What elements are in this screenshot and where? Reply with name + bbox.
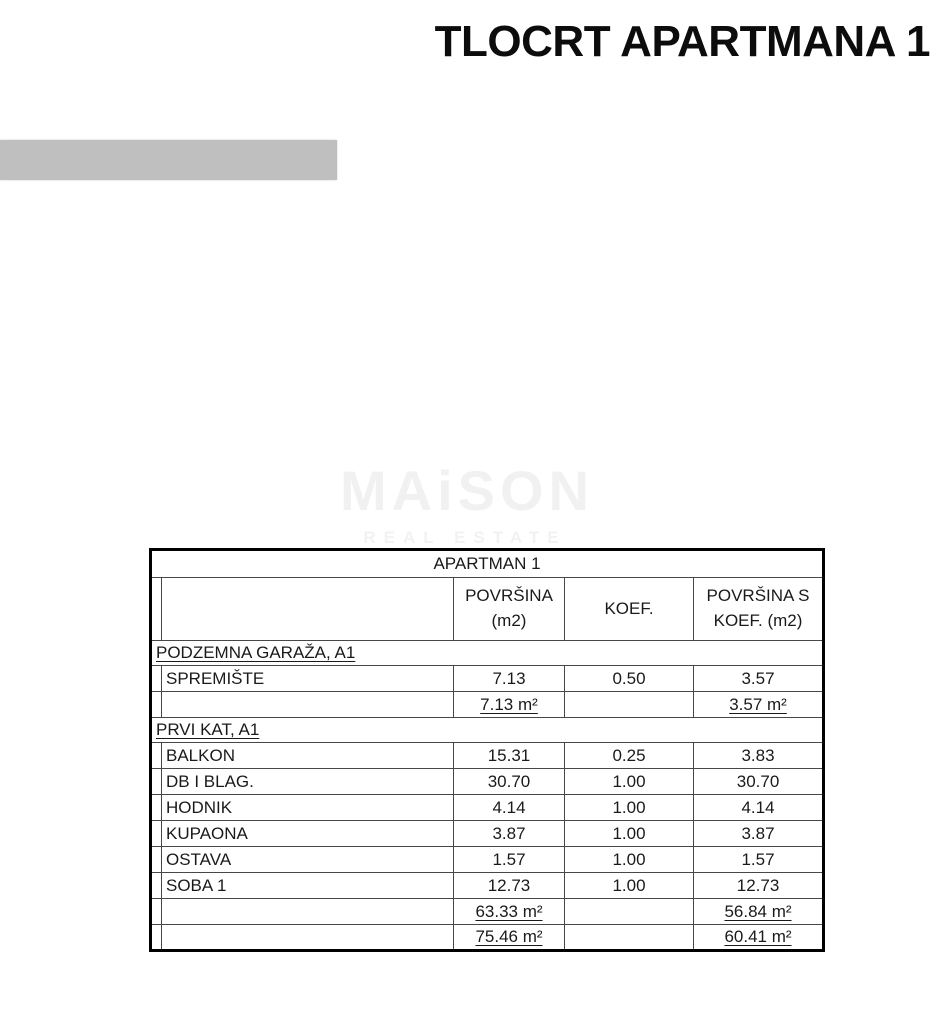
header-area-line2: (m2) bbox=[491, 611, 527, 630]
row-strip-cell bbox=[150, 924, 162, 951]
koef-value: 1.00 bbox=[564, 846, 694, 873]
area-koef-value: 3.87 bbox=[692, 820, 825, 847]
subtotal-koef-cell bbox=[564, 898, 694, 925]
area-koef-value: 30.70 bbox=[692, 768, 825, 795]
table-row: HODNIK 4.14 1.00 4.14 bbox=[150, 794, 825, 821]
total-area: 75.46 m² bbox=[453, 924, 565, 951]
subtotal-label-cell bbox=[161, 691, 454, 718]
subtotal-area: 7.13 m² bbox=[453, 691, 565, 718]
area-koef-value: 1.57 bbox=[692, 846, 825, 873]
header-area-koef-line1: POVRŠINA S bbox=[706, 586, 810, 606]
section-row: PRVI KAT, A1 bbox=[149, 717, 825, 743]
table-header-row: POVRŠINA (m2) KOEF. POVRŠINA S KOEF. (m2… bbox=[150, 577, 825, 641]
redacted-bar bbox=[0, 140, 337, 180]
table-title-row: APARTMAN 1 bbox=[149, 549, 825, 578]
row-strip-cell bbox=[150, 794, 162, 821]
total-label-cell bbox=[161, 924, 454, 951]
room-label: HODNIK bbox=[161, 794, 454, 821]
row-strip-cell bbox=[150, 742, 162, 769]
total-area-koef: 60.41 m² bbox=[692, 924, 825, 951]
area-value: 12.73 bbox=[453, 872, 565, 899]
koef-value: 1.00 bbox=[564, 768, 694, 795]
room-label: OSTAVA bbox=[161, 846, 454, 873]
room-label: DB I BLAG. bbox=[161, 768, 454, 795]
subtotal-label-cell bbox=[161, 898, 454, 925]
room-label: BALKON bbox=[161, 742, 454, 769]
header-area-line1: POVRŠINA bbox=[465, 586, 553, 606]
subtotal-row: 7.13 m² 3.57 m² bbox=[150, 691, 825, 718]
header-strip-cell bbox=[150, 577, 162, 641]
koef-value: 1.00 bbox=[564, 794, 694, 821]
area-value: 1.57 bbox=[453, 846, 565, 873]
subtotal-koef-cell bbox=[564, 691, 694, 718]
area-table-container: APARTMAN 1 POVRŠINA (m2) KOEF. POVRŠINA … bbox=[149, 548, 826, 952]
row-strip-cell bbox=[150, 820, 162, 847]
area-value: 7.13 bbox=[453, 665, 565, 692]
row-strip-cell bbox=[150, 898, 162, 925]
table-row: BALKON 15.31 0.25 3.83 bbox=[150, 742, 825, 769]
area-koef-value: 3.83 bbox=[692, 742, 825, 769]
area-value: 4.14 bbox=[453, 794, 565, 821]
table-row: KUPAONA 3.87 1.00 3.87 bbox=[150, 820, 825, 847]
section-row: PODZEMNA GARAŽA, A1 bbox=[149, 640, 825, 666]
table-title: APARTMAN 1 bbox=[149, 549, 825, 578]
table-row: DB I BLAG. 30.70 1.00 30.70 bbox=[150, 768, 825, 795]
watermark: MAiSON REAL ESTATE bbox=[340, 459, 594, 547]
header-area-koef-line2: KOEF. (m2) bbox=[713, 611, 803, 630]
header-area: POVRŠINA (m2) bbox=[453, 577, 565, 641]
area-value: 15.31 bbox=[453, 742, 565, 769]
row-strip-cell bbox=[150, 846, 162, 873]
room-label: SPREMIŠTE bbox=[161, 665, 454, 692]
koef-value: 0.50 bbox=[564, 665, 694, 692]
koef-value: 0.25 bbox=[564, 742, 694, 769]
row-strip-cell bbox=[150, 665, 162, 692]
total-koef-cell bbox=[564, 924, 694, 951]
table-row: SPREMIŠTE 7.13 0.50 3.57 bbox=[150, 665, 825, 692]
area-koef-value: 4.14 bbox=[692, 794, 825, 821]
section-label: PRVI KAT, A1 bbox=[149, 717, 825, 743]
area-table: APARTMAN 1 POVRŠINA (m2) KOEF. POVRŠINA … bbox=[149, 548, 826, 952]
table-row: SOBA 1 12.73 1.00 12.73 bbox=[150, 872, 825, 899]
room-label: KUPAONA bbox=[161, 820, 454, 847]
subtotal-area: 63.33 m² bbox=[453, 898, 565, 925]
section-label: PODZEMNA GARAŽA, A1 bbox=[149, 640, 825, 666]
row-strip-cell bbox=[150, 691, 162, 718]
watermark-tagline: REAL ESTATE bbox=[363, 528, 567, 547]
row-strip-cell bbox=[150, 768, 162, 795]
area-value: 30.70 bbox=[453, 768, 565, 795]
area-koef-value: 12.73 bbox=[692, 872, 825, 899]
watermark-brand: MAiSON bbox=[340, 459, 594, 522]
table-row: OSTAVA 1.57 1.00 1.57 bbox=[150, 846, 825, 873]
total-row: 75.46 m² 60.41 m² bbox=[150, 924, 825, 951]
koef-value: 1.00 bbox=[564, 820, 694, 847]
page-title: TLOCRT APARTMANA 1 bbox=[434, 17, 931, 66]
area-koef-value: 3.57 bbox=[692, 665, 825, 692]
header-koef: KOEF. bbox=[564, 577, 694, 641]
subtotal-row: 63.33 m² 56.84 m² bbox=[150, 898, 825, 925]
room-label: SOBA 1 bbox=[161, 872, 454, 899]
koef-value: 1.00 bbox=[564, 872, 694, 899]
row-strip-cell bbox=[150, 872, 162, 899]
subtotal-area-koef: 56.84 m² bbox=[692, 898, 825, 925]
header-area-koef: POVRŠINA S KOEF. (m2) bbox=[692, 577, 825, 641]
header-label-cell bbox=[161, 577, 454, 641]
subtotal-area-koef: 3.57 m² bbox=[692, 691, 825, 718]
area-value: 3.87 bbox=[453, 820, 565, 847]
